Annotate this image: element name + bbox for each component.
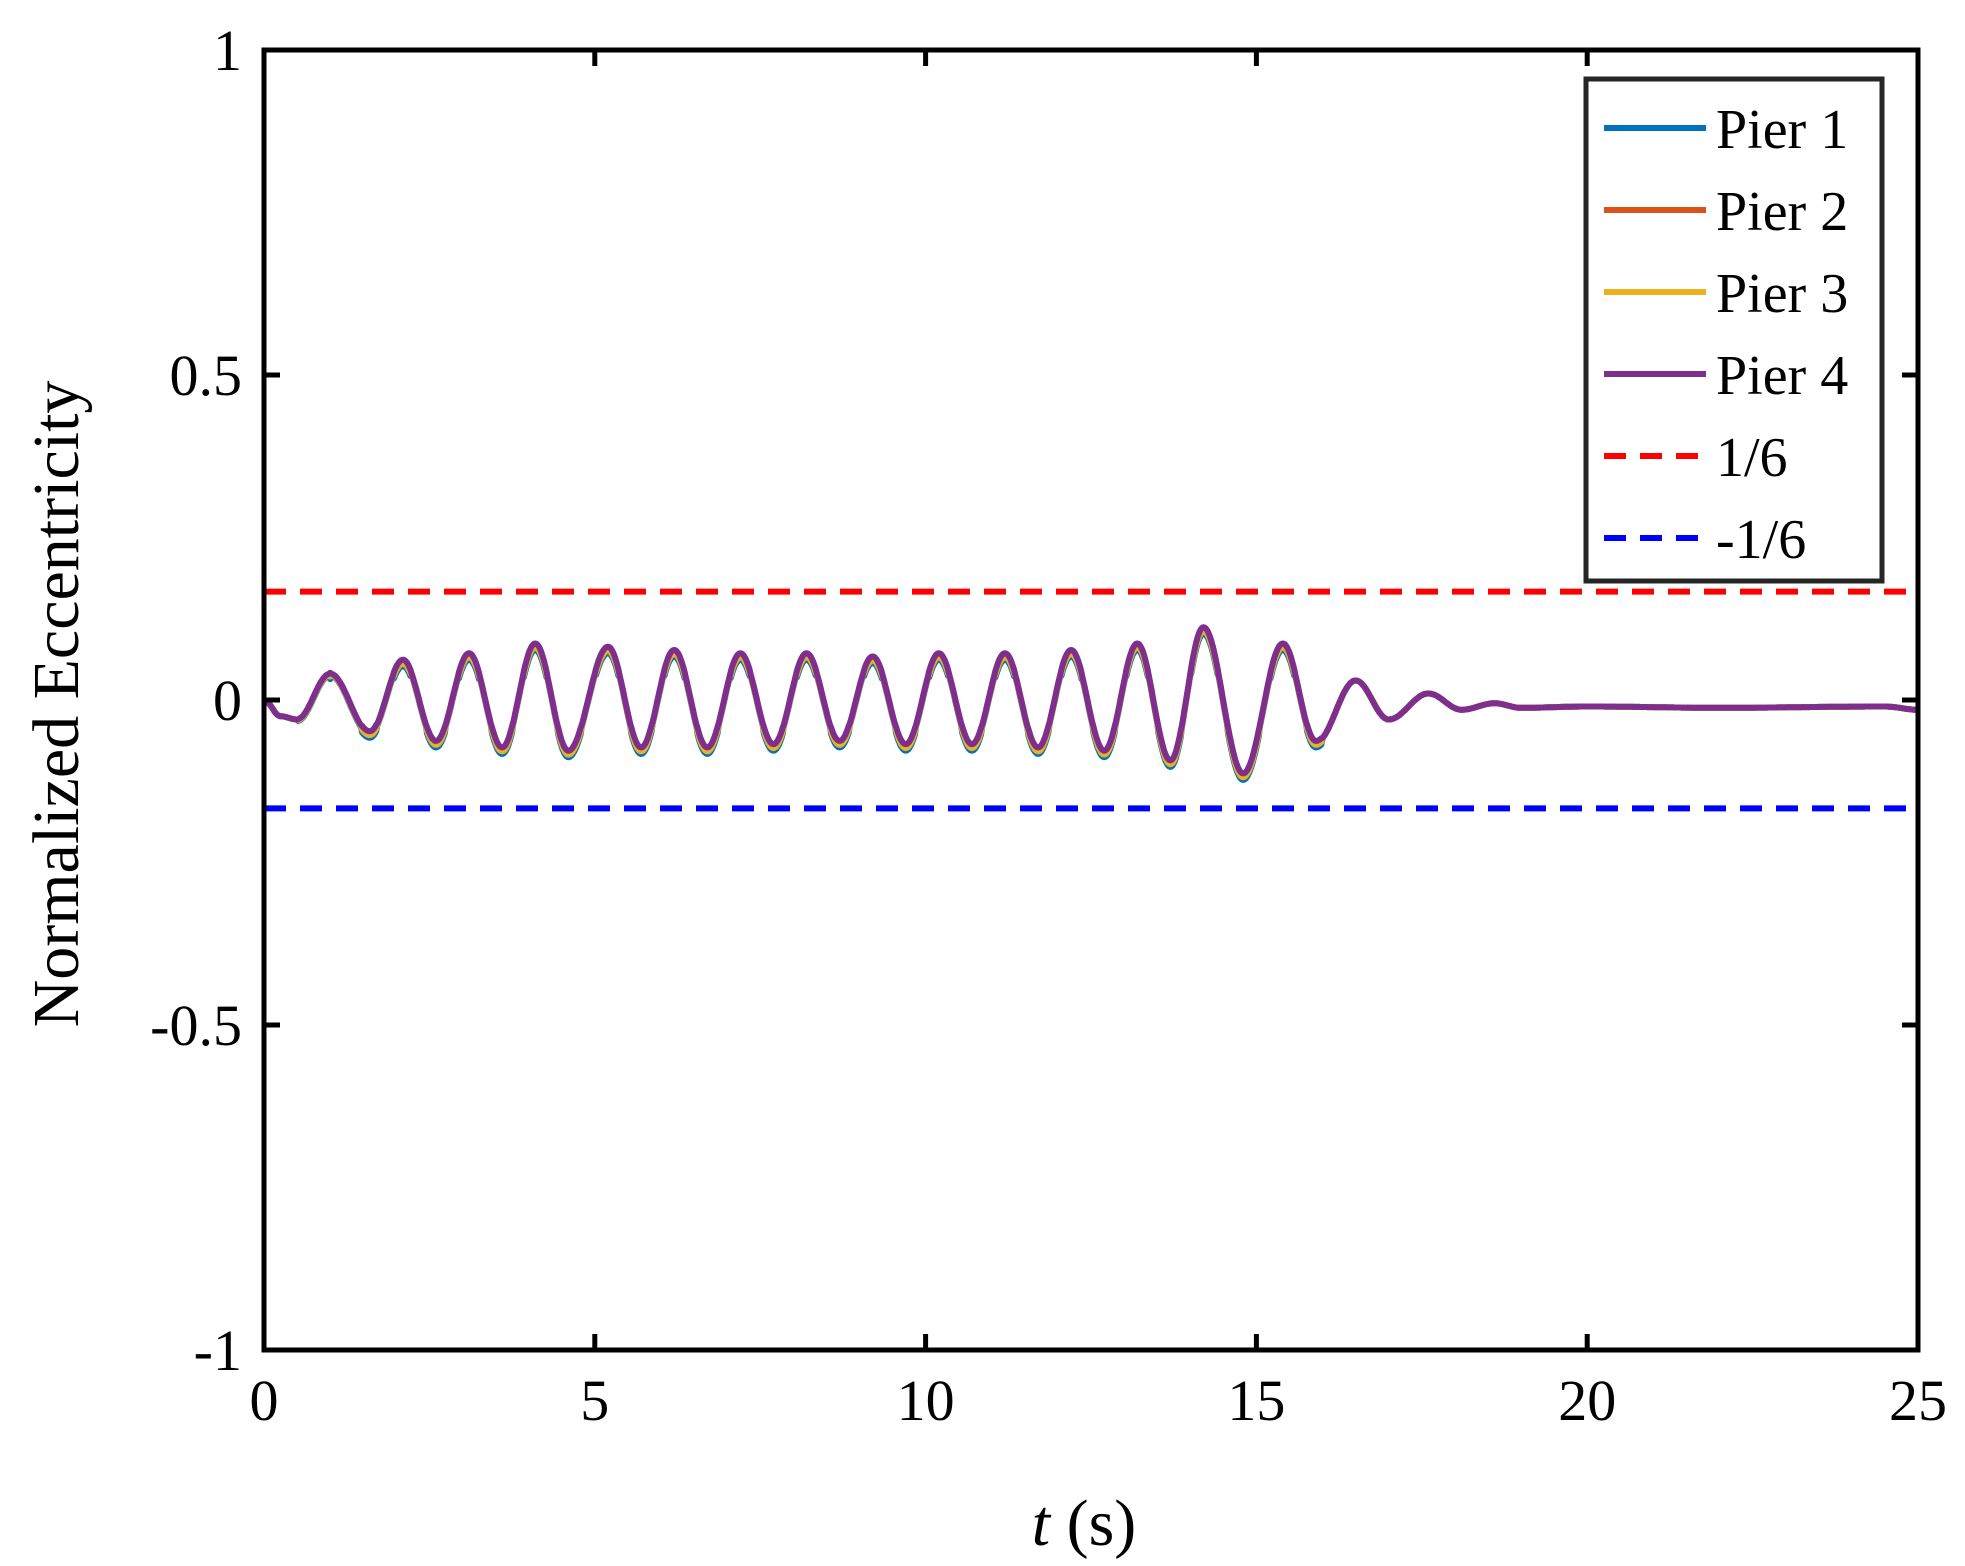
legend-label-4: Pier 4 [1716,345,1848,407]
x-tick-label: 0 [250,1368,279,1433]
y-tick-label: 0 [213,668,242,733]
x-tick-label: 20 [1558,1368,1616,1433]
ticks-layer: 0 5 10 15 20 25 -1 -0.5 0 0.5 1 [150,18,1947,1433]
legend-label-6: -1/6 [1716,509,1806,571]
legend-entries: Pier 1 Pier 2 Pier 3 Pier 4 1/6 -1/6 [1604,99,1848,571]
x-axis-label: t (s) [1032,1487,1137,1560]
x-tick-label: 15 [1227,1368,1285,1433]
legend-label-2: Pier 2 [1716,181,1848,243]
lines-layer [262,588,1920,812]
y-tick-label: -0.5 [150,993,242,1058]
legend-label-1: Pier 1 [1716,99,1848,161]
x-tick-label: 25 [1889,1368,1947,1433]
x-tick-label: 5 [580,1368,609,1433]
legend-box [1583,76,1885,584]
y-axis-label: Normalized Eccentricity [20,381,93,1028]
y-tick-label: 1 [213,18,242,83]
y-tick-label: 0.5 [170,343,243,408]
x-tick-label: 10 [897,1368,955,1433]
y-tick-label: -1 [194,1318,242,1383]
legend: Pier 1 Pier 2 Pier 3 Pier 4 1/6 -1/6 [1583,76,1885,584]
series-line-4 [262,624,1920,777]
legend-label-5: 1/6 [1716,427,1788,489]
legend-label-3: Pier 3 [1716,263,1848,325]
